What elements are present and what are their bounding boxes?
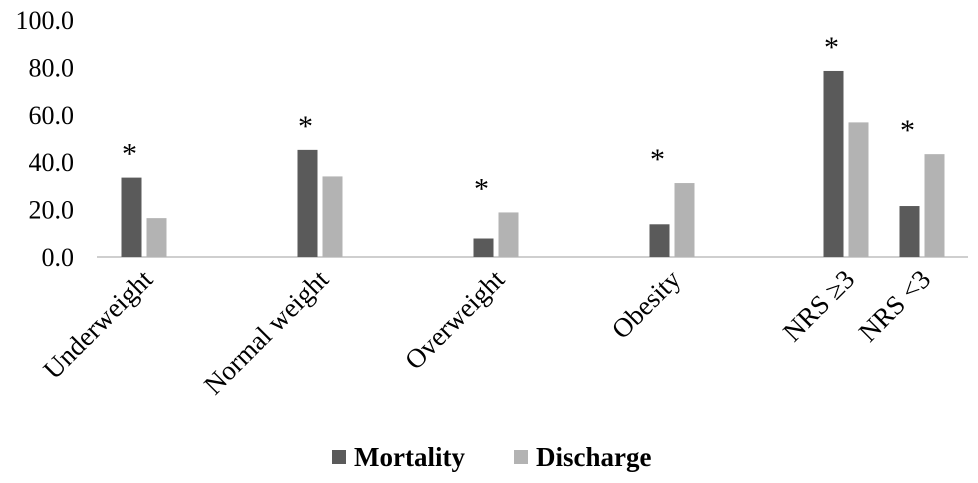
bar-discharge-5 [848, 122, 869, 257]
x-tick-label: Normal weight [198, 264, 335, 401]
bar-mortality-1 [121, 177, 142, 257]
bars-group [121, 70, 945, 257]
y-tick-label: 100.0 [16, 6, 75, 35]
x-tick-label: NRS <3 [853, 264, 936, 347]
significance-marker: * [122, 138, 137, 171]
y-axis-ticks: 0.0 20.0 40.0 60.0 80.0 100.0 [16, 6, 75, 272]
significance-marker: * [474, 172, 489, 205]
x-tick-label: NRS ≥3 [777, 264, 860, 347]
legend-swatch-discharge [514, 450, 528, 464]
x-axis-tick-labels: Underweight Normal weight Overweight Obesit… [37, 264, 936, 401]
significance-marker: * [298, 110, 313, 143]
bar-discharge-6 [924, 154, 945, 257]
y-tick-label: 40.0 [29, 148, 75, 177]
annotations-group: * * * * * * [122, 31, 915, 205]
legend-label-mortality: Mortality [354, 442, 465, 472]
y-tick-label: 60.0 [29, 101, 75, 130]
bar-mortality-3 [473, 238, 494, 257]
bar-discharge-3 [498, 212, 519, 257]
x-tick-label: Overweight [399, 264, 511, 376]
bar-mortality-4 [649, 224, 670, 257]
y-tick-label: 80.0 [29, 53, 75, 82]
significance-marker: * [650, 143, 665, 176]
legend-swatch-mortality [332, 450, 346, 464]
significance-marker: * [900, 114, 915, 147]
bar-discharge-4 [674, 183, 695, 257]
significance-marker: * [824, 31, 839, 64]
legend-label-discharge: Discharge [536, 442, 651, 472]
y-tick-label: 0.0 [42, 243, 75, 272]
x-tick-label: Obesity [606, 264, 687, 345]
bar-mortality-5 [823, 70, 844, 257]
bar-mortality-2 [297, 149, 318, 257]
bar-mortality-6 [899, 206, 920, 257]
bar-discharge-2 [322, 176, 343, 257]
y-tick-label: 20.0 [29, 196, 75, 225]
x-tick-label: Underweight [37, 264, 158, 385]
legend: Mortality Discharge [332, 442, 651, 472]
bar-discharge-1 [146, 218, 167, 257]
